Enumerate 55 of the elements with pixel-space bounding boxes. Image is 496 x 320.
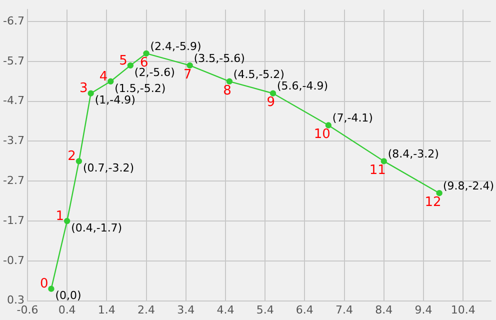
x-tick-label: 10.4 [450,303,476,316]
y-tick-label: -1.7 [2,214,24,227]
x-tick-label: 1.4 [98,303,116,316]
annotation: 7 [184,67,192,82]
annotation: 5 [119,53,128,68]
y-tick-label: -0.7 [2,254,24,267]
data-label: (8.4,-3.2) [388,148,439,161]
point [127,62,134,69]
data-label: (0,0) [55,289,82,302]
annotation: 8 [223,83,232,98]
x-tick-label: 8.4 [375,303,393,316]
x-tick-label: 5.4 [256,303,274,316]
point [48,286,54,292]
annotation: 4 [99,69,108,84]
data-label: (4.5,-5.2) [233,68,284,81]
annotation: 10 [314,127,330,142]
x-tick-label: 2.4 [138,303,156,316]
annotation: 2 [68,149,76,164]
point [325,122,332,128]
annotation: 12 [424,194,442,210]
x-tick-label: 7.4 [336,303,354,316]
point [88,90,94,96]
point [380,158,387,164]
data-label: (5.6,-4.9) [276,80,328,93]
y-tick-label: -5.7 [2,54,24,68]
annotation: 9 [266,95,275,110]
x-tick-label: 6.4 [296,303,314,316]
data-label: (1,-4.9) [94,94,136,107]
point [108,78,114,85]
x-tick-label: 9.4 [414,303,432,316]
point [270,90,276,96]
y-tick-label: -2.7 [2,174,24,187]
point [186,62,193,69]
data-label: (0.4,-1.7) [71,221,122,234]
point [226,78,233,85]
annotation: 0 [40,276,48,292]
x-tick-label: 4.4 [216,303,234,316]
annotation: 3 [80,81,88,96]
point [76,158,82,164]
y-tick-label: -4.7 [2,94,24,108]
data-label: (0.7,-3.2) [82,162,134,175]
point [143,50,150,57]
point [436,190,442,196]
data-label: (9.8,-2.4) [442,179,494,192]
data-label: (2.4,-5.9) [150,40,202,53]
x-tick-label: 3.4 [177,303,195,316]
x-tick-label: 0.4 [58,303,76,316]
y-tick-label: -3.7 [2,134,24,148]
annotation: 11 [369,163,386,178]
point [64,218,70,224]
y-tick-label: -6.7 [2,14,24,28]
data-label: (7,-4.1) [332,112,373,125]
data-label: (3.5,-5.6) [194,52,245,65]
data-label: (1.5,-5.2) [114,82,166,95]
annotation: 1 [56,208,64,224]
